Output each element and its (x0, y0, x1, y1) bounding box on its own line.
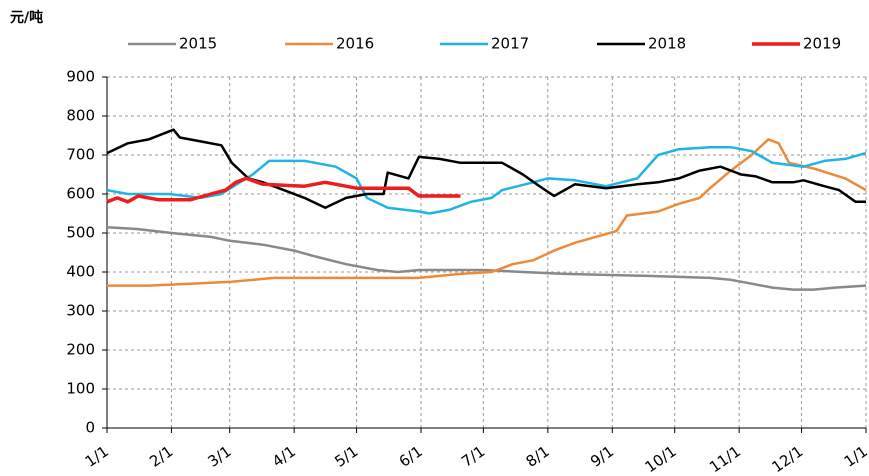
x-tick-label: 7/1 (458, 442, 488, 471)
x-tick-label: 8/1 (523, 442, 553, 471)
x-tick-label: 10/1 (642, 442, 680, 476)
legend-label: 2016 (336, 35, 374, 53)
y-tick-label: 700 (66, 146, 95, 164)
x-tick-label: 3/1 (204, 442, 234, 471)
legend-label: 2017 (491, 35, 529, 53)
series-line (106, 128, 866, 209)
series-line (106, 225, 867, 291)
legend-label: 2015 (179, 35, 217, 53)
x-tick-label: 1/1 (82, 442, 112, 471)
y-tick-label: 200 (66, 341, 95, 359)
y-tick-label: 900 (66, 68, 95, 86)
y-tick-label: 300 (66, 302, 95, 320)
y-tick-label: 600 (66, 185, 95, 203)
x-tick-label: 1/1 (841, 442, 869, 471)
series-line (106, 176, 461, 204)
x-tick-label: 5/1 (331, 442, 361, 471)
x-tick-label: 2/1 (146, 442, 176, 471)
y-tick-label: 800 (66, 107, 95, 125)
x-tick-label: 11/1 (706, 442, 744, 476)
y-tick-label: 500 (66, 224, 95, 242)
x-tick-label: 6/1 (396, 442, 426, 471)
x-tick-label: 9/1 (587, 442, 617, 471)
series-line (107, 138, 867, 287)
y-tick-label: 100 (66, 380, 95, 398)
legend-label: 2019 (803, 35, 841, 53)
x-tick-label: 12/1 (768, 442, 806, 476)
series-line (106, 145, 867, 215)
y-axis-label: 元/吨 (10, 9, 43, 26)
legend-label: 2018 (648, 35, 686, 53)
y-tick-label: 0 (85, 419, 95, 437)
x-tick-label: 4/1 (269, 442, 299, 471)
y-tick-label: 400 (66, 263, 95, 281)
